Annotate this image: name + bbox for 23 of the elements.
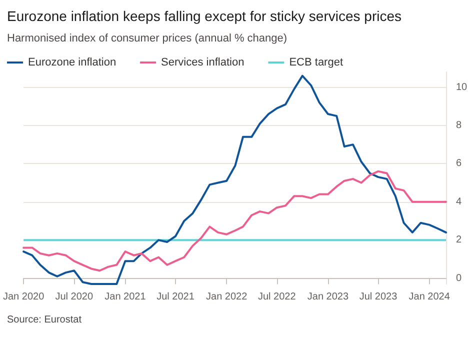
y-tick-label: 10 [456,82,468,93]
x-tick-label: Jul 2023 [359,292,398,302]
line-series [22,170,447,272]
y-tick-label: 0 [456,272,462,284]
y-tick-label: 4 [456,196,462,208]
legend-label: Services inflation [161,56,244,68]
x-tick-label: Jan 2023 [307,292,349,302]
line-series [22,74,447,285]
y-tick-label: 6 [456,158,462,170]
legend-label: ECB target [289,56,344,68]
x-tick-label: Jul 2022 [258,292,296,302]
chart-title: Eurozone inflation keeps falling except for sticky services prices [7,8,402,24]
x-tick-label: Jan 2021 [104,292,146,302]
legend-label: Eurozone inflation [28,56,116,68]
x-tick-label: Jan 2020 [2,292,45,302]
x-tick-label: Jan 2022 [206,292,248,302]
x-tick-label: Jul 2021 [156,292,195,302]
source-note: Source: Eurostat [7,314,82,326]
x-tick-label: Jan 2024 [408,292,450,302]
x-tick-label: Jul 2020 [55,292,94,302]
y-tick-label: 8 [456,120,462,131]
chart-subtitle: Harmonised index of consumer prices (annual % change) [7,32,288,44]
y-tick-label: 2 [456,234,462,246]
